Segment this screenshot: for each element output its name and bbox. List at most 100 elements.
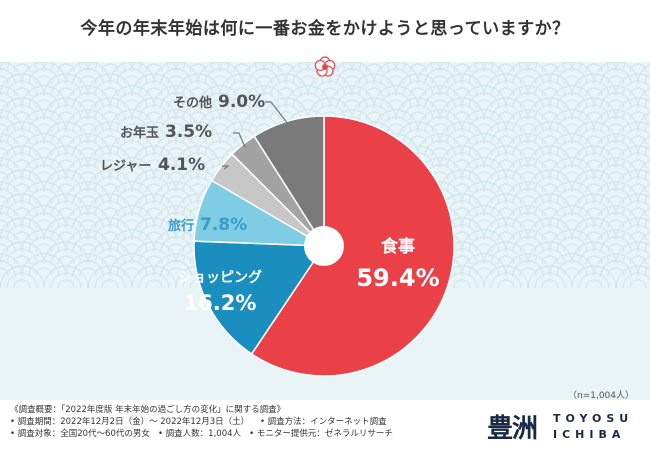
logo-line-2: ICHIBA (553, 428, 626, 441)
wave-arc (138, 248, 170, 265)
wave-arc (409, 135, 427, 145)
wave-arc (182, 62, 214, 73)
wave-arc (593, 181, 639, 205)
wave-arc (175, 97, 221, 121)
wave-arc (622, 272, 650, 289)
wave-arc (299, 99, 317, 109)
wave-arc (6, 248, 38, 265)
wave-arc (351, 62, 397, 73)
survey-period: • 調査期間：2022年12月2日（金）〜 2022年12月3日（土） (10, 417, 250, 427)
wave-arc (94, 224, 126, 241)
wave-arc (50, 62, 82, 73)
wave-arc (519, 75, 537, 85)
wave-arc (527, 169, 573, 193)
wave-arc (519, 99, 537, 109)
wave-arc (549, 62, 595, 85)
wave-arc (571, 62, 617, 73)
wave-arc (50, 104, 82, 121)
wave-arc (585, 63, 603, 73)
wave-arc (439, 73, 485, 97)
wave-arc (292, 92, 324, 109)
wave-arc (593, 85, 639, 109)
wave-arc (475, 219, 493, 229)
wave-arc (541, 231, 559, 241)
logo-kanji: 豊洲 (487, 414, 538, 444)
wave-arc (116, 68, 148, 85)
wave-arc (21, 133, 67, 157)
wave-arc (497, 183, 515, 193)
wave-arc (424, 68, 456, 85)
wave-arc (0, 85, 23, 109)
wave-arc (43, 265, 89, 289)
wave-arc (519, 219, 537, 229)
wave-arc (395, 121, 441, 145)
wave-arc (28, 212, 60, 229)
wave-arc (549, 253, 595, 277)
wave-arc (6, 272, 38, 289)
wave-arc (593, 205, 639, 229)
wave-arc (145, 183, 163, 193)
wave-arc (211, 123, 229, 133)
wave-arc (453, 255, 471, 265)
wave-arc (189, 87, 207, 97)
wave-arc (358, 62, 390, 73)
wave-arc (512, 260, 544, 277)
wave-arc (204, 92, 236, 109)
wave-arc (490, 248, 522, 265)
wave-arc (534, 152, 566, 169)
wave-arc (233, 111, 251, 121)
wave-arc (43, 169, 89, 193)
wave-arc (417, 109, 463, 133)
wave-arc (351, 73, 397, 97)
wave-arc (585, 111, 603, 121)
wave-arc (57, 279, 75, 289)
wave-arc (534, 272, 566, 289)
wave-arc (28, 92, 60, 109)
wave-arc (43, 73, 89, 97)
wave-arc (160, 68, 192, 85)
wave-arc (6, 128, 38, 145)
wave-arc (0, 123, 9, 133)
wave-arc (607, 243, 625, 253)
wave-arc (644, 240, 650, 253)
wave-arc (461, 109, 507, 133)
wave-arc (314, 104, 346, 121)
wave-arc (483, 62, 529, 73)
title-band: 今年の年末年始は何に一番お金をかけようと思っていますか？ (0, 0, 650, 58)
wave-arc (123, 123, 141, 133)
wave-arc (35, 99, 53, 109)
wave-arc (0, 109, 23, 133)
wave-arc (600, 164, 632, 181)
wave-arc (549, 85, 595, 109)
wave-arc (578, 200, 610, 217)
wave-arc (519, 123, 537, 133)
wave-arc (556, 92, 588, 109)
wave-arc (615, 145, 650, 169)
wave-arc (94, 272, 126, 289)
wave-arc (578, 152, 610, 169)
wave-arc (505, 85, 551, 109)
wave-arc (483, 265, 529, 289)
wave-arc (314, 80, 346, 97)
wave-arc (167, 171, 185, 181)
wave-arc (28, 188, 60, 205)
wave-arc (637, 63, 650, 85)
wave-arc (299, 75, 317, 85)
wave-arc (277, 63, 295, 73)
wave-arc (0, 181, 23, 205)
wave-arc (468, 188, 500, 205)
wave-arc (79, 171, 97, 181)
wave-arc (622, 128, 650, 145)
wave-arc (50, 176, 82, 193)
wave-arc (138, 80, 170, 97)
pie-slice-1 (193, 240, 326, 356)
wave-arc (644, 120, 650, 133)
wave-arc (519, 147, 537, 157)
wave-arc (13, 135, 31, 145)
wave-arc (490, 200, 522, 217)
wave-arc (101, 255, 119, 265)
wave-arc (336, 68, 368, 85)
wave-arc (629, 231, 647, 241)
wave-arc (534, 200, 566, 217)
